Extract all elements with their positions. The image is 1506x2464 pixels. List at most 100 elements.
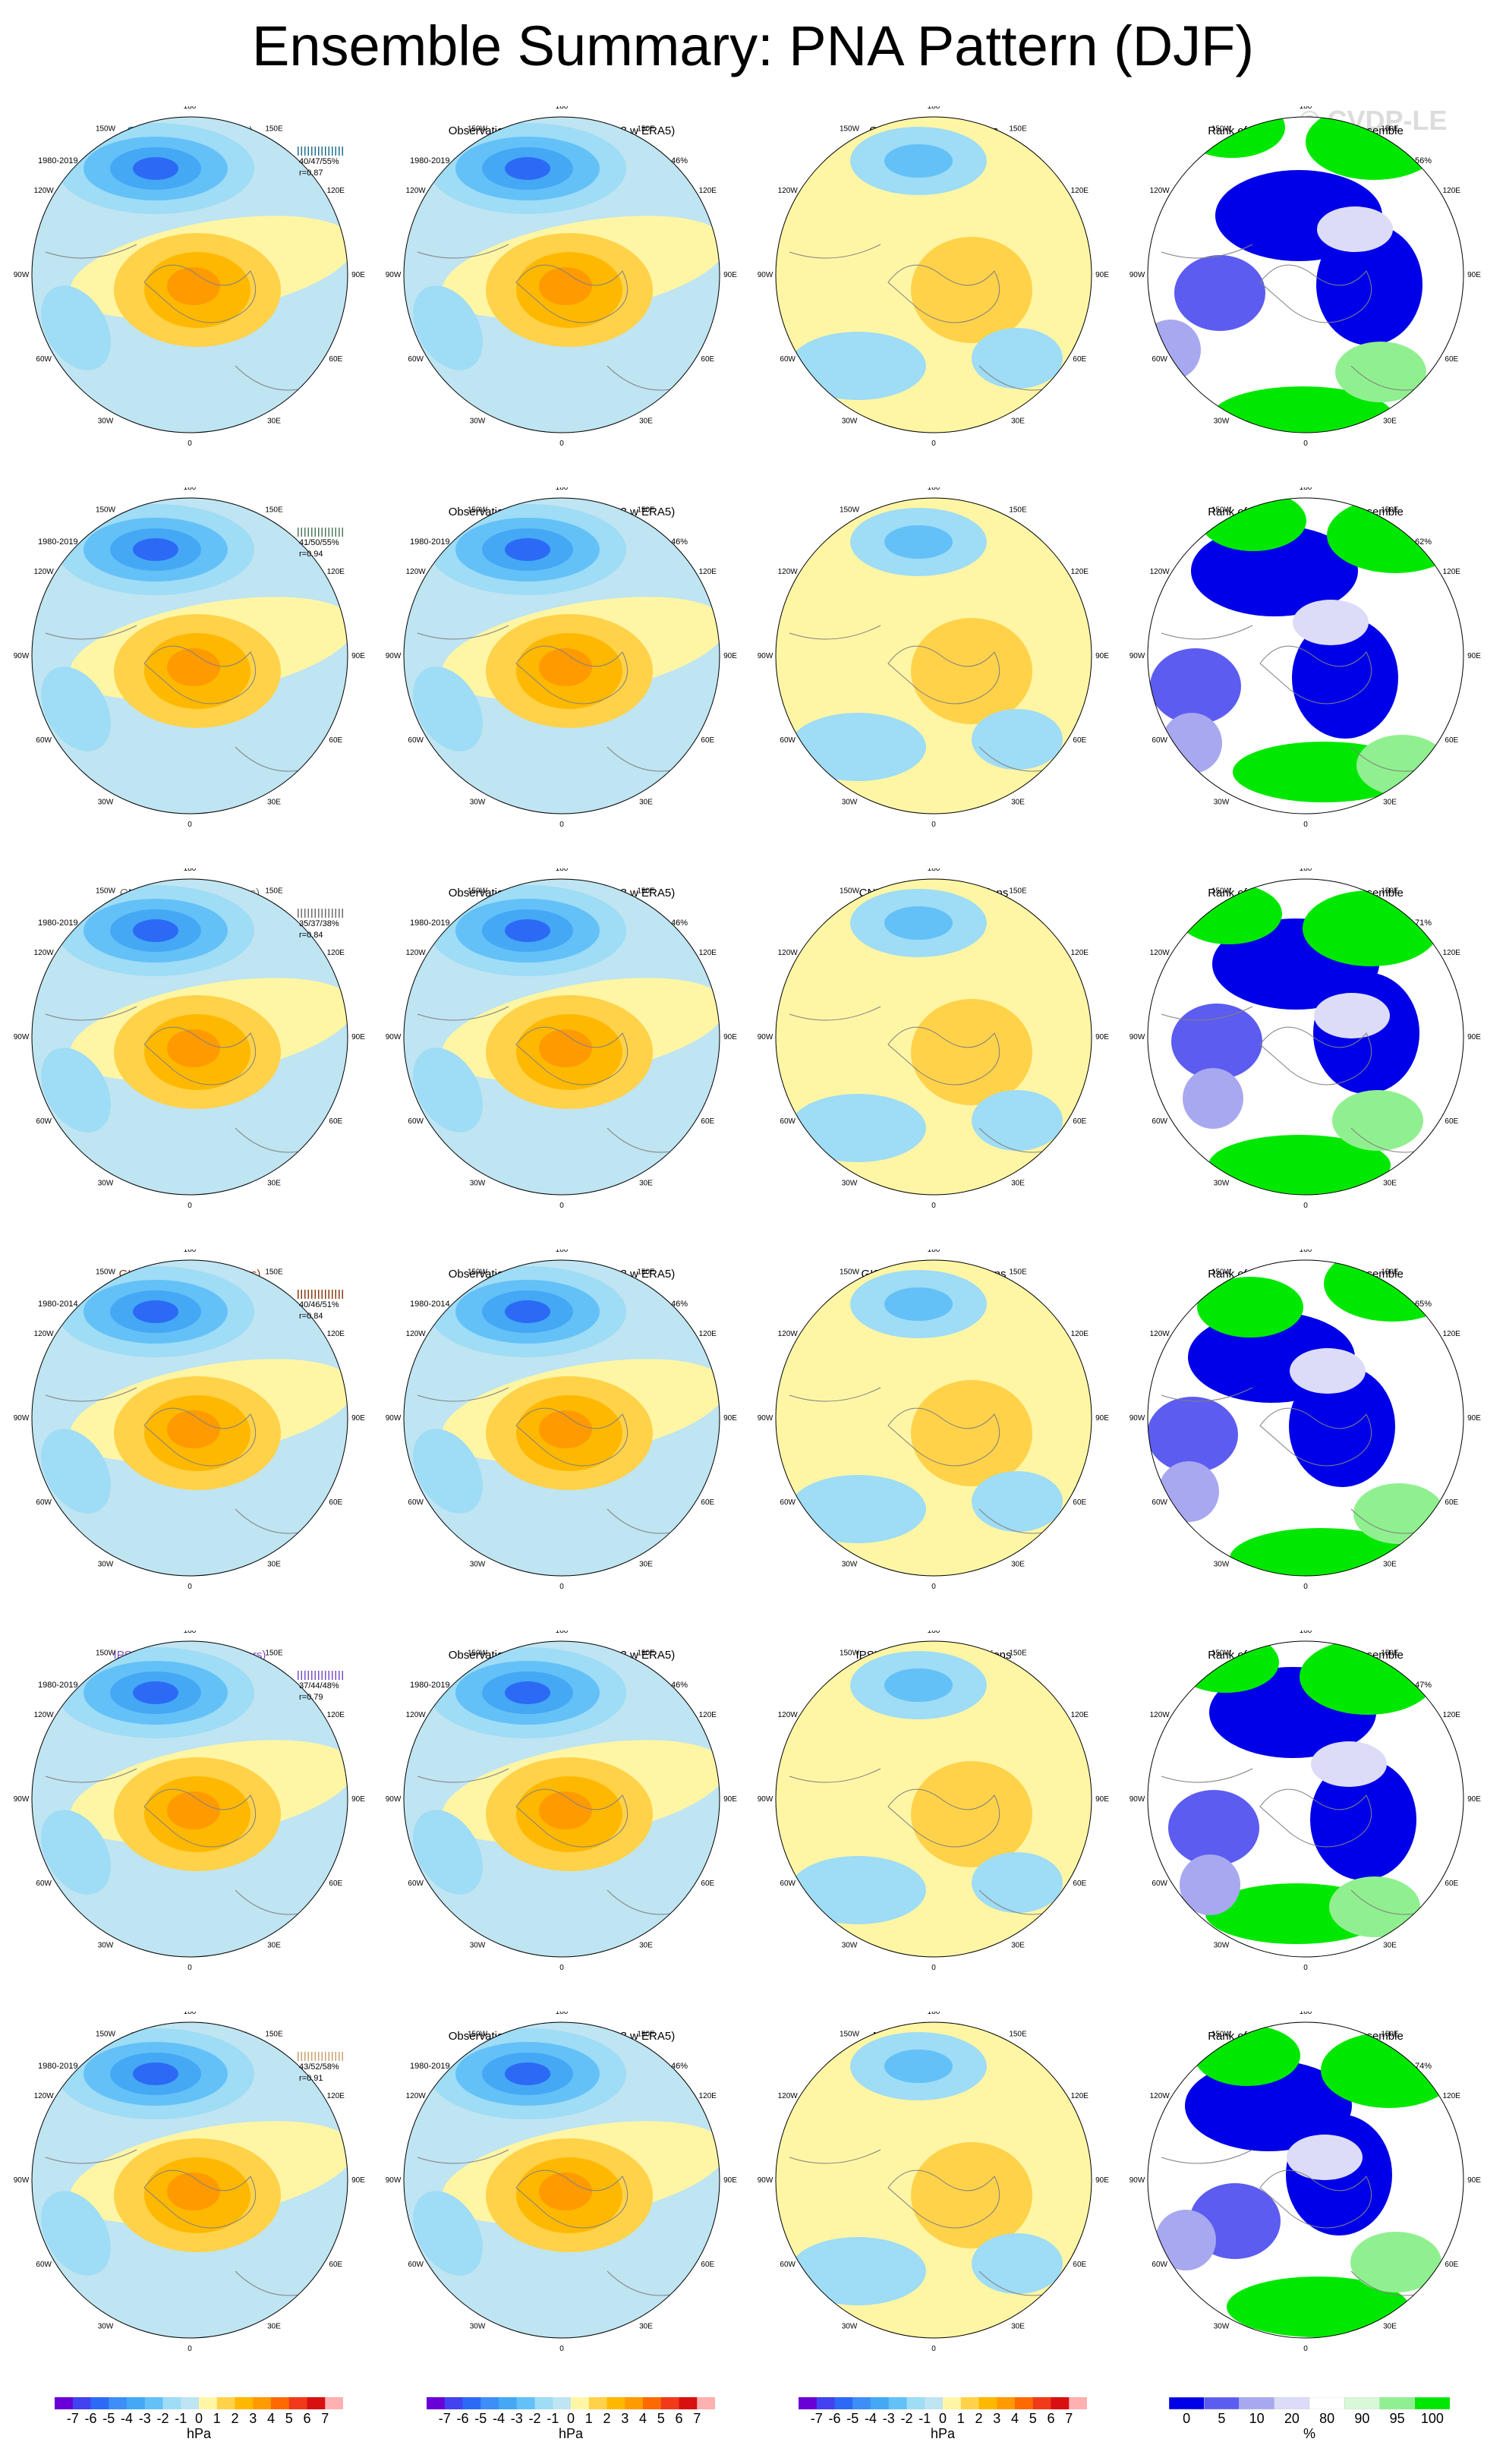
polar-map: 180 150E 120E 90E 60E 30E 0 30W 60W 90W 120W 150W [14, 2012, 366, 2353]
lon-label: 60E [1073, 1498, 1086, 1507]
member-stats: 40/46/51% r=0.84 [299, 1300, 339, 1322]
colorbar-tick: -6 [84, 2411, 97, 2426]
lon-label: 150E [1381, 125, 1399, 134]
lon-label: 120W [778, 2092, 799, 2100]
colorbar-tick: -5 [846, 2411, 859, 2426]
lon-label: 60W [408, 1117, 424, 1126]
colorbar-tick: 90 [1354, 2411, 1370, 2426]
colorbar-tick: 3 [249, 2411, 257, 2426]
hpa-colorbar: -7 -6 -5 -4 -3 -2 -1 0 1 2 3 4 5 6 7 hPa [799, 2397, 1088, 2443]
lon-label: 90W [14, 2176, 30, 2185]
map-panel-rank: Rank of Observations within Ensemble1801… [1117, 868, 1494, 1251]
map-panel-model: IPSL-CM6A-LR (10 Members)180150E120E90E6… [2, 1631, 378, 2013]
polar-map: 180 150E 120E 90E 60E 30E 0 30W 60W 90W 120W 150W [386, 487, 738, 829]
lon-label: 0 [1303, 821, 1308, 829]
colorbar-unit: hPa [930, 2426, 956, 2441]
map-panel-diff: IPSL-CM6A-LR - Observations180150E120E90… [745, 1631, 1122, 2013]
member-spread-icon [298, 2052, 343, 2061]
lon-label: 60E [329, 1880, 342, 1888]
colorbar-tick: 7 [693, 2411, 701, 2426]
lon-label: 30W [1214, 417, 1230, 425]
member-stats: 37/44/48% r=0.79 [299, 1681, 339, 1703]
lon-label: 180 [928, 1249, 940, 1254]
lon-label: 60W [780, 2261, 796, 2269]
lon-label: 0 [1303, 2345, 1308, 2353]
lon-label: 150W [1211, 125, 1232, 134]
colorbar-tick: -2 [528, 2411, 541, 2426]
rank-pct: 56% [1415, 156, 1432, 165]
page-title: Ensemble Summary: PNA Pattern (DJF) [251, 14, 1255, 77]
lon-label: 120W [778, 1711, 799, 1719]
lon-label: 120E [1443, 1330, 1461, 1338]
lon-label: 60E [1073, 355, 1086, 364]
map-panel-obs: Observations (20thC Reanalysis v3 w ERA5… [373, 2012, 750, 2394]
colorbar-tick: 6 [303, 2411, 311, 2426]
polar-map: 180 150E 120E 90E 60E 30E 0 30W 60W 90W 120W 150W [758, 868, 1110, 1210]
polar-map: 180 150E 120E 90E 60E 30E 0 30W 60W 90W 120W 150W [386, 1631, 738, 1972]
colorbar-tick: -6 [456, 2411, 469, 2426]
lon-label: 30E [267, 798, 281, 806]
lon-label: 60E [1073, 1117, 1086, 1126]
period-label: 1980-2019 [38, 537, 78, 547]
lon-label: 150W [96, 506, 116, 515]
lon-label: 0 [931, 1202, 936, 1210]
lon-label: 90W [14, 1795, 30, 1804]
lon-label: 30E [267, 1941, 281, 1949]
lon-label: 60W [1152, 355, 1167, 364]
colorbar-swatches [799, 2397, 1088, 2409]
lon-label: 150W [840, 887, 860, 896]
stats-range: 43/52/58% [299, 2062, 339, 2072]
map-panel-obs: Observations (20thC Reanalysis v3 w ERA5… [373, 106, 750, 489]
lon-label: 150W [96, 1649, 116, 1658]
lon-label: 150W [1211, 506, 1232, 515]
lon-label: 30E [1383, 417, 1397, 425]
colorbar-tick: 2 [975, 2411, 983, 2426]
polar-map: 180 150E 120E 90E 60E 30E 0 30W 60W 90W 120W 150W [758, 1249, 1110, 1591]
colorbar-tick: -2 [156, 2411, 169, 2426]
lon-label: 30W [470, 1560, 486, 1568]
colorbar-tick: -4 [492, 2411, 505, 2426]
member-spread-icon [298, 147, 343, 156]
lon-label: 150E [1009, 1268, 1027, 1277]
period-label: 1980-2019 [38, 918, 78, 928]
lon-label: 90W [1130, 652, 1145, 660]
colorbar-tick: 4 [266, 2411, 275, 2426]
lon-label: 150W [96, 125, 116, 134]
lon-label: 30E [1383, 2322, 1397, 2330]
lon-label: 120E [699, 949, 717, 957]
lon-label: 150E [265, 1649, 283, 1658]
lon-label: 60W [1152, 1498, 1167, 1507]
lon-label: 30W [1214, 1941, 1230, 1949]
lon-label: 120E [699, 187, 717, 195]
polar-map: 180 150E 120E 90E 60E 30E 0 30W 60W 90W 120W 150W [14, 487, 366, 829]
colorbar-tick: -1 [918, 2411, 931, 2426]
lon-label: 90E [723, 1414, 737, 1423]
member-spread-icon [298, 909, 343, 918]
colorbar-tick: -7 [810, 2411, 823, 2426]
lon-label: 30E [1383, 1179, 1397, 1187]
lon-label: 150W [840, 1268, 860, 1277]
lon-label: 90W [386, 271, 402, 279]
lon-label: 120E [327, 568, 345, 576]
lon-label: 90E [1095, 652, 1109, 660]
lon-label: 90W [758, 271, 773, 279]
stats-range: 41/50/55% [299, 538, 339, 547]
lon-label: 60W [780, 1117, 796, 1126]
map-panel-diff: CanESM5 - Observations180150E120E90E60E3… [745, 106, 1122, 489]
lon-label: 60E [701, 355, 714, 364]
lon-label: 150E [1009, 2031, 1027, 2039]
colorbar-tick: 3 [621, 2411, 629, 2426]
lon-label: 90E [723, 1795, 737, 1804]
lon-label: 150E [1009, 125, 1027, 134]
lon-label: 90W [386, 1033, 402, 1041]
lon-label: 90E [1467, 1795, 1481, 1804]
lon-label: 180 [928, 2012, 940, 2016]
lon-label: 120E [1071, 2092, 1089, 2100]
lon-label: 150E [637, 125, 655, 134]
map-panel-rank: Rank of Observations within Ensemble1801… [1117, 2012, 1494, 2394]
lon-label: 30W [470, 1179, 486, 1187]
lon-label: 60E [329, 355, 342, 364]
lon-label: 180 [928, 1631, 940, 1635]
lon-label: 60W [780, 355, 796, 364]
map-panel-diff: CESM2 - Observations180150E120E90E60E30E… [745, 487, 1122, 870]
